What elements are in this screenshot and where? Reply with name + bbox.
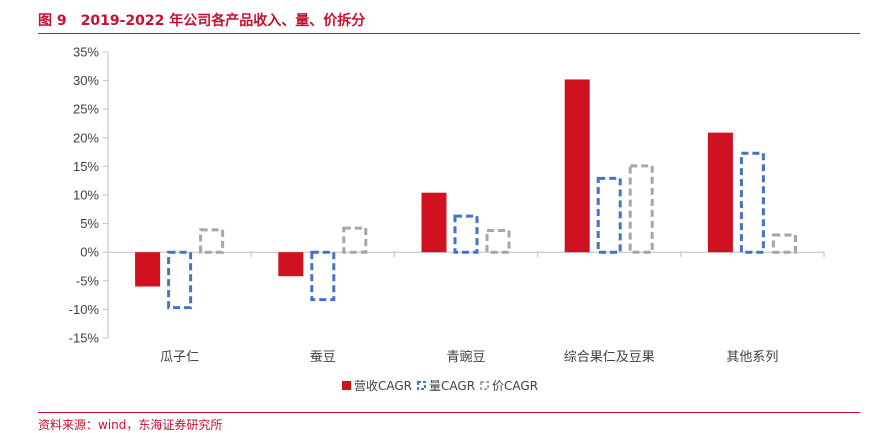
figure-title-text: 2019-2022 年公司各产品收入、量、价拆分 [80,13,366,29]
y-tick-label: 35% [73,45,99,60]
category-label-5: 其他系列 [726,350,778,365]
source-note: 资料来源：wind，东海证券研究所 [38,418,223,432]
y-tick-label: 10% [73,188,99,203]
y-tick-label: 30% [73,73,99,88]
bar-volume-4 [596,176,622,254]
bar-price-5 [771,233,797,254]
legend-swatch-price [480,381,490,390]
category-label-3: 青豌豆 [446,349,485,365]
bar-price-4 [628,164,654,254]
y-tick-label: 5% [80,216,99,231]
y-tick-label: -10% [69,302,100,317]
title-rule [38,33,860,34]
category-label-1: 瓜子仁 [160,350,199,365]
figure-title: 图 9 2019-2022 年公司各产品收入、量、价拆分 [38,10,365,30]
category-label-4: 综合果仁及豆果 [564,350,655,365]
bar-revenue-3 [421,192,447,253]
bar-volume-5 [739,151,765,254]
bar-volume-1 [167,250,193,310]
legend-label-revenue: 营收CAGR [354,379,412,393]
y-tick-label: 20% [73,130,99,145]
y-tick-label: 25% [73,102,99,117]
y-tick-label: 0% [80,245,99,260]
bar-revenue-2 [278,252,304,277]
legend: 营收CAGR 量CAGR 价CAGR [342,379,538,393]
y-tick-label: -5% [76,273,100,288]
bars [135,79,797,310]
bar-volume-3 [453,214,479,254]
category-labels: 瓜子仁 蚕豆 青豌豆 综合果仁及豆果 其他系列 [160,349,778,365]
bar-revenue-5 [707,132,733,253]
bar-revenue-4 [564,79,590,253]
figure-number: 图 9 [38,13,67,29]
legend-label-price: 价CAGR [492,379,538,393]
bar-price-3 [485,228,511,254]
y-axis: 35% 30% 25% 20% 15% 10% 5% 0% -5% -10% -15% [69,45,109,346]
category-label-2: 蚕豆 [310,350,336,365]
legend-swatch-volume [417,381,427,390]
legend-label-volume: 量CAGR [429,379,475,393]
bar-volume-2 [310,250,336,302]
y-tick-label: -15% [69,331,100,346]
bar-revenue-1 [135,252,161,287]
bottom-rule [38,412,860,413]
bar-price-2 [342,226,368,254]
y-tick-label: 15% [73,159,99,174]
legend-swatch-revenue [342,381,351,390]
bar-price-1 [199,228,225,254]
